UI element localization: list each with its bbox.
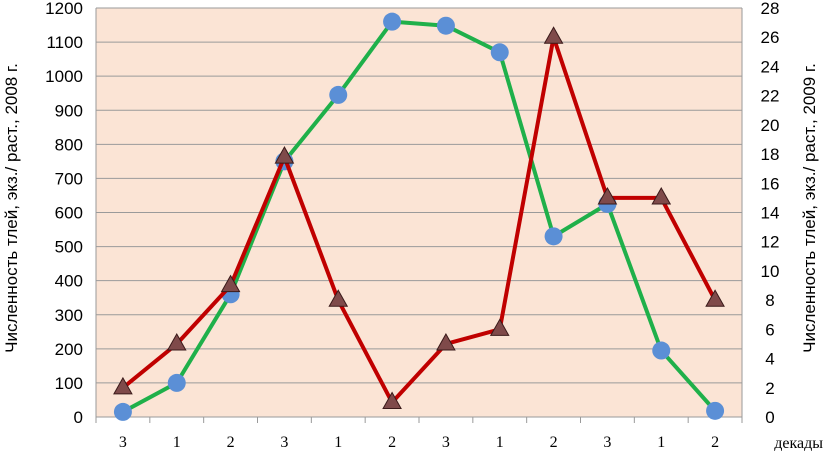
data-point-circle [436,16,455,35]
left-y-tick-label: 900 [55,101,83,120]
right-y-tick-label: 28 [761,0,780,18]
left-y-tick-label: 200 [55,340,83,359]
data-point-triangle [436,333,456,351]
x-tick-label: 2 [550,434,558,451]
data-point-triangle [328,289,349,307]
data-point-triangle [113,376,133,395]
right-y-tick-label: 16 [761,174,780,193]
data-point-circle [706,401,725,420]
right-y-tick-label: 12 [761,233,780,252]
series-line [121,35,717,405]
x-tick-label: 1 [657,434,665,451]
series-2 [113,26,725,409]
data-point-circle [383,12,402,31]
x-tick-label: 2 [711,434,719,451]
left-y-axis-ticks: 0 100 200 300 400 500 600 700 800 900 1000 1100 1200 [45,0,83,427]
data-point-triangle [489,318,510,336]
left-y-tick-label: 800 [55,135,83,154]
left-y-tick-label: 300 [55,306,83,325]
left-y-tick-label: 1100 [46,33,83,52]
x-tick-label: 1 [334,434,342,451]
right-y-tick-label: 22 [761,87,780,106]
data-point-circle [544,227,563,246]
x-tick-label: 3 [119,434,127,451]
data-point-circle [167,373,186,392]
left-y-tick-label: 1200 [45,0,83,18]
x-tick-label: 3 [280,434,288,451]
left-y-tick-label: 600 [55,204,83,223]
data-point-triangle [705,289,725,307]
x-tick-label: 2 [388,434,396,451]
data-point-triangle [382,391,402,409]
data-point-triangle [543,26,564,44]
right-y-tick-label: 4 [765,350,774,369]
x-tick-label: 2 [227,434,235,451]
right-y-tick-label: 6 [765,320,774,339]
left-y-tick-label: 500 [55,238,83,257]
data-point-circle [329,85,348,104]
right-y-tick-label: 18 [761,145,780,164]
x-tick-label: 3 [442,434,450,451]
left-y-tick-label: 0 [74,408,83,427]
left-y-axis-title: Численность тлей, экз./ раст., 2008 г. [2,63,21,353]
data-point-circle [652,341,671,360]
right-y-tick-label: 24 [761,57,780,76]
left-y-tick-label: 700 [55,169,83,188]
data-point-triangle [597,186,618,205]
data-point-circle [113,402,132,421]
left-y-tick-label: 1000 [45,67,83,86]
left-y-tick-label: 400 [55,272,83,291]
data-point-triangle [651,186,672,205]
left-y-tick-label: 100 [55,374,83,393]
right-y-axis-title: Численность тлей, экз./ раст., 2009 г. [800,63,819,353]
x-axis-title: декады [774,435,823,452]
x-tick-label: 1 [173,434,181,451]
right-y-tick-label: 26 [761,28,780,47]
gridlines [95,7,743,423]
data-point-triangle [274,146,295,164]
x-tick-label: 3 [603,434,611,451]
data-point-triangle [166,333,187,351]
right-y-tick-label: 8 [765,291,774,310]
right-y-tick-label: 0 [765,408,774,427]
right-y-tick-label: 14 [761,204,780,223]
series-layer [113,12,725,421]
data-point-circle [490,43,509,62]
right-y-tick-label: 10 [761,262,780,281]
right-y-tick-label: 20 [761,116,780,135]
x-axis-ticks: 3 1 2 3 1 2 3 1 2 3 1 2 [119,434,719,451]
data-point-triangle [220,274,241,293]
right-y-tick-label: 2 [765,379,774,398]
series-line [121,19,717,414]
x-tick-label: 1 [496,434,504,451]
